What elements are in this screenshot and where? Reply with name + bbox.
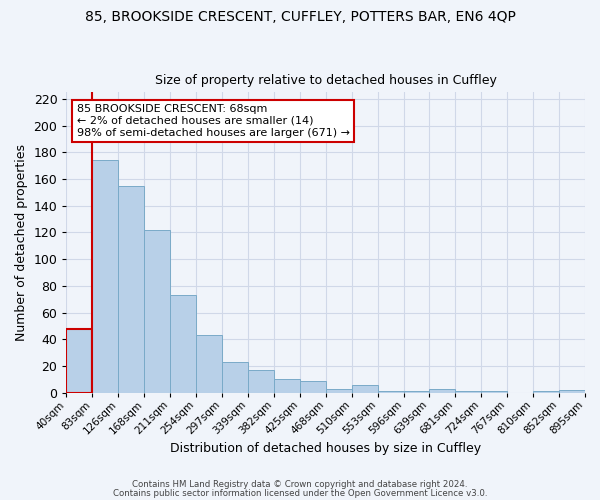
- Text: Contains public sector information licensed under the Open Government Licence v3: Contains public sector information licen…: [113, 489, 487, 498]
- Title: Size of property relative to detached houses in Cuffley: Size of property relative to detached ho…: [155, 74, 497, 87]
- Bar: [222, 362, 248, 392]
- Bar: [326, 388, 352, 392]
- Text: 85 BROOKSIDE CRESCENT: 68sqm
← 2% of detached houses are smaller (14)
98% of sem: 85 BROOKSIDE CRESCENT: 68sqm ← 2% of det…: [77, 104, 350, 138]
- Bar: [559, 390, 585, 392]
- Text: Contains HM Land Registry data © Crown copyright and database right 2024.: Contains HM Land Registry data © Crown c…: [132, 480, 468, 489]
- Bar: [300, 380, 326, 392]
- Bar: [274, 380, 300, 392]
- X-axis label: Distribution of detached houses by size in Cuffley: Distribution of detached houses by size …: [170, 442, 481, 455]
- Bar: [248, 370, 274, 392]
- Bar: [196, 335, 222, 392]
- Bar: [170, 295, 196, 392]
- Y-axis label: Number of detached properties: Number of detached properties: [15, 144, 28, 341]
- Bar: [67, 328, 92, 392]
- Bar: [118, 186, 144, 392]
- Bar: [430, 388, 455, 392]
- Bar: [144, 230, 170, 392]
- Text: 85, BROOKSIDE CRESCENT, CUFFLEY, POTTERS BAR, EN6 4QP: 85, BROOKSIDE CRESCENT, CUFFLEY, POTTERS…: [85, 10, 515, 24]
- Bar: [352, 384, 377, 392]
- Bar: [92, 160, 118, 392]
